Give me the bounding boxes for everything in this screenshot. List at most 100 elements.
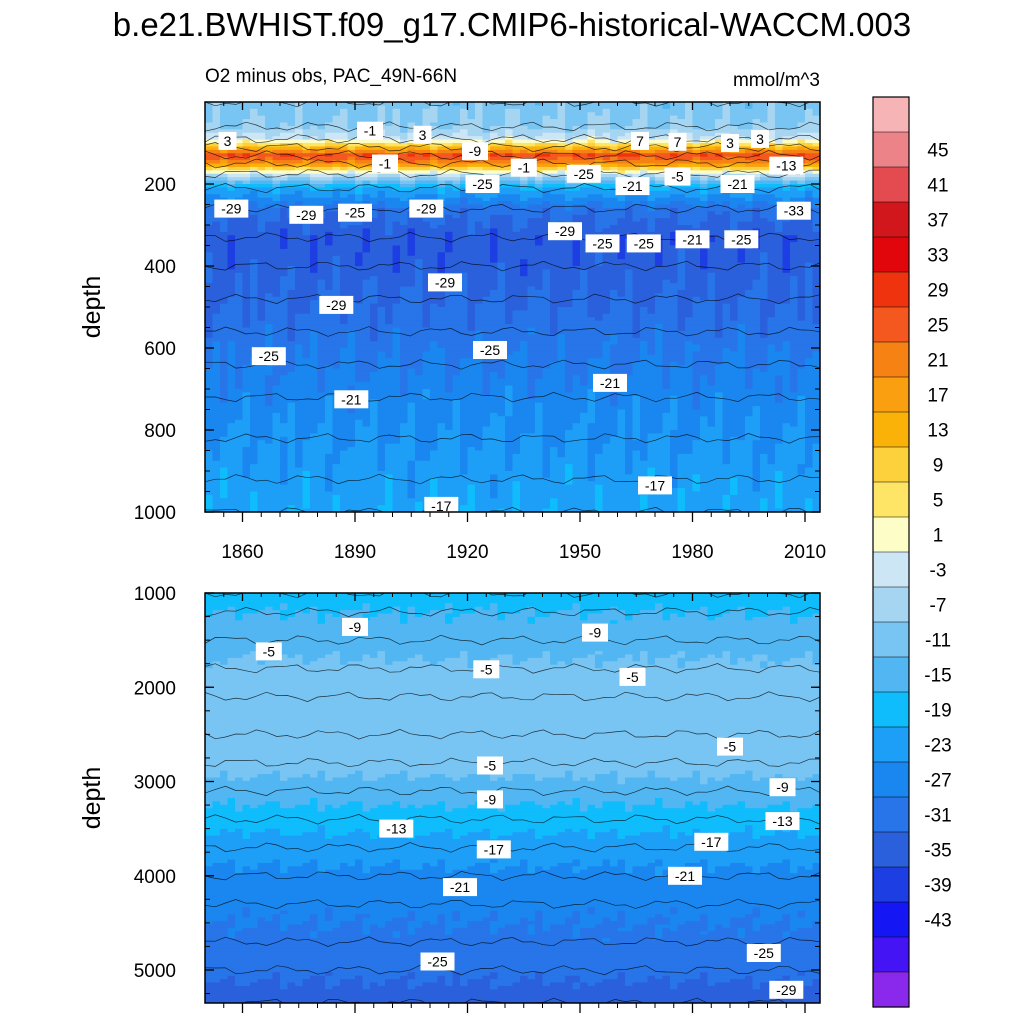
field-cell: [437, 105, 446, 110]
field-cell: [805, 153, 814, 158]
field-cell: [580, 242, 589, 247]
field-cell: [482, 115, 491, 120]
field-cell: [505, 259, 514, 264]
field-cell: [362, 225, 371, 230]
field-cell: [617, 276, 626, 281]
field-cell: [497, 252, 506, 257]
field-cell: [805, 286, 814, 291]
field-cell: [767, 286, 776, 291]
field-cell: [752, 218, 761, 223]
field-cell: [670, 242, 679, 247]
field-cell: [280, 119, 289, 124]
field-cell: [392, 136, 401, 141]
field-cell: [707, 160, 716, 165]
field-cell: [797, 286, 806, 291]
field-cell: [497, 303, 506, 308]
field-cell: [625, 225, 634, 230]
field-cell: [205, 125, 214, 130]
field-cell: [415, 283, 424, 288]
field-cell: [617, 204, 626, 209]
field-cell: [565, 214, 574, 219]
field-cell: [505, 266, 514, 271]
field-cell: [587, 300, 596, 305]
field-cell: [242, 105, 251, 110]
field-cell: [205, 221, 214, 226]
field-cell: [340, 143, 349, 148]
field-cell: [355, 269, 364, 274]
field-cell: [220, 115, 229, 120]
field-cell: [617, 102, 626, 107]
field-cell: [580, 146, 589, 151]
field-cell: [265, 163, 274, 168]
field-cell: [400, 259, 409, 264]
field-cell: [460, 238, 469, 243]
field-cell: [767, 289, 776, 294]
field-cell: [587, 259, 596, 264]
field-cell: [385, 235, 394, 240]
field-cell: [745, 225, 754, 230]
field-cell: [655, 129, 664, 134]
field-cell: [790, 259, 799, 264]
field-cell: [295, 303, 304, 308]
field-cell: [745, 262, 754, 267]
field-cell: [250, 293, 259, 298]
field-cell: [722, 221, 731, 226]
field-cell: [310, 102, 319, 107]
field-cell: [422, 119, 431, 124]
field-cell: [272, 187, 281, 192]
field-cell: [430, 160, 439, 165]
field-cell: [805, 296, 814, 301]
field-cell: [775, 266, 784, 271]
field-cell: [422, 194, 431, 199]
field-cell: [370, 115, 379, 120]
field-cell: [640, 262, 649, 267]
field-cell: [580, 201, 589, 206]
field-cell: [310, 242, 319, 247]
field-cell: [692, 286, 701, 291]
field-cell: [347, 221, 356, 226]
field-cell: [542, 238, 551, 243]
field-cell: [655, 293, 664, 298]
field-cell: [467, 139, 476, 144]
field-cell: [542, 160, 551, 165]
field-cell: [332, 190, 341, 195]
field-cell: [587, 283, 596, 288]
field-cell: [280, 125, 289, 130]
field-cell: [430, 129, 439, 134]
field-cell: [332, 293, 341, 298]
field-cell: [745, 136, 754, 141]
field-cell: [205, 149, 214, 154]
field-cell: [325, 252, 334, 257]
field-cell: [355, 255, 364, 260]
field-cell: [460, 231, 469, 236]
field-cell: [212, 156, 221, 161]
field-cell: [715, 190, 724, 195]
field-cell: [520, 242, 529, 247]
field-cell: [587, 289, 596, 294]
field-cell: [347, 163, 356, 168]
field-cell: [587, 105, 596, 110]
field-cell: [430, 119, 439, 124]
field-cell: [467, 207, 476, 212]
field-cell: [797, 102, 806, 107]
field-cell: [265, 122, 274, 127]
field-cell: [340, 132, 349, 137]
field-cell: [370, 272, 379, 277]
field-cell: [490, 194, 499, 199]
field-cell: [737, 108, 746, 113]
field-cell: [295, 112, 304, 117]
field-cell: [505, 255, 514, 260]
field-cell: [550, 293, 559, 298]
field-cell: [670, 160, 679, 165]
field-cell: [782, 119, 791, 124]
field-cell: [437, 132, 446, 137]
field-cell: [715, 272, 724, 277]
field-cell: [482, 129, 491, 134]
field-cell: [617, 300, 626, 305]
field-cell: [415, 272, 424, 277]
field-cell: [317, 187, 326, 192]
field-cell: [212, 125, 221, 130]
field-cell: [692, 146, 701, 151]
field-cell: [752, 197, 761, 202]
field-cell: [370, 187, 379, 192]
